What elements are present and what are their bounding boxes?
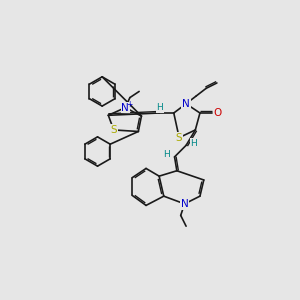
Text: H: H [164,150,170,159]
Text: H: H [157,103,163,112]
Text: O: O [214,108,222,118]
Text: N: N [182,99,190,109]
Text: N: N [122,103,129,112]
Text: +: + [126,100,132,109]
Text: S: S [176,133,182,142]
Text: H: H [190,139,197,148]
Text: S: S [110,125,117,135]
Text: N: N [181,199,188,209]
